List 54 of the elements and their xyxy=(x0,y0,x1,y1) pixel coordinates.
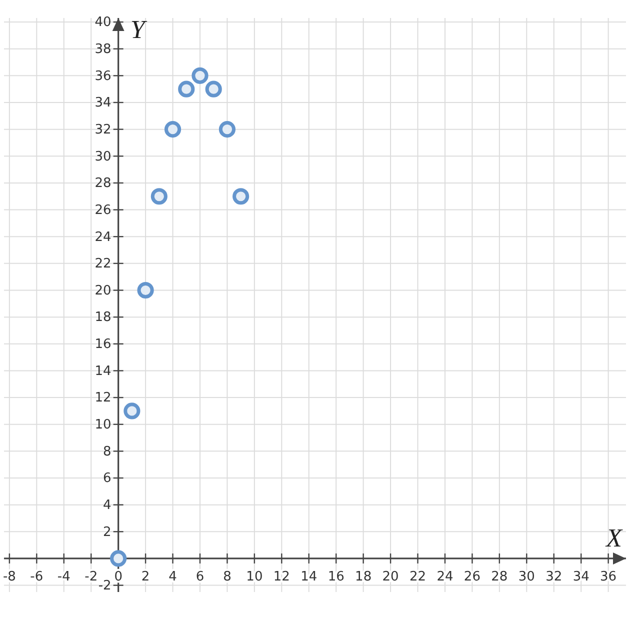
x-tick-label: -8 xyxy=(2,569,16,584)
x-tick-label: 14 xyxy=(300,569,318,584)
x-tick-label: 22 xyxy=(409,569,426,584)
point xyxy=(205,80,222,98)
y-tick-label: 4 xyxy=(103,498,112,513)
x-tick-label: 6 xyxy=(196,569,204,584)
x-tick-label: 12 xyxy=(273,569,290,584)
x-tick-label: 18 xyxy=(355,569,372,584)
x-axis-title: X xyxy=(605,523,624,552)
y-tick-label: 26 xyxy=(94,202,112,218)
x-tick-label: 30 xyxy=(518,569,535,584)
x-tick-label: 36 xyxy=(600,569,617,584)
x-tick-label: 20 xyxy=(382,569,399,584)
y-axis-title: Y xyxy=(130,15,148,44)
point xyxy=(192,67,208,84)
y-tick-label: 14 xyxy=(94,364,112,379)
y-tick-label: 32 xyxy=(94,122,112,138)
point xyxy=(137,282,154,299)
x-tick-label: 8 xyxy=(223,569,232,584)
point xyxy=(232,188,250,205)
y-tick-label: 8 xyxy=(103,444,112,460)
y-tick-label: 20 xyxy=(94,283,112,298)
point xyxy=(124,402,140,420)
x-tick-label: 34 xyxy=(572,569,590,584)
x-tick-label: -6 xyxy=(30,569,44,584)
y-tick-label: 38 xyxy=(94,42,112,58)
y-tick-label: 28 xyxy=(94,176,112,192)
y-tick-label: 36 xyxy=(94,68,112,84)
point xyxy=(150,188,168,205)
y-tick-label: 6 xyxy=(103,471,112,486)
x-tick-label: -4 xyxy=(57,569,70,584)
y-tick-label: 34 xyxy=(94,96,112,111)
point xyxy=(218,121,236,138)
y-tick-label: 16 xyxy=(94,337,112,352)
x-tick-label: 10 xyxy=(246,569,263,584)
x-tick-label: 16 xyxy=(328,569,344,584)
y-tick-label: 30 xyxy=(94,149,112,164)
point xyxy=(164,121,182,138)
point xyxy=(178,80,195,98)
x-tick-label: 2 xyxy=(141,569,150,584)
point xyxy=(110,550,127,567)
x-tick-label: -2 xyxy=(84,569,98,584)
y-tick-label: 2 xyxy=(103,524,112,540)
y-tick-label: 18 xyxy=(94,310,112,326)
x-tick-label: 32 xyxy=(546,569,562,584)
x-tick-label: 26 xyxy=(464,569,480,584)
y-tick-label: 10 xyxy=(94,418,112,433)
y-tick-label: 22 xyxy=(94,256,112,272)
y-tick-label: 40 xyxy=(94,15,112,30)
x-tick-label: 24 xyxy=(436,569,454,584)
y-tick-label: 12 xyxy=(94,390,112,406)
x-tick-label: 28 xyxy=(491,569,508,584)
y-tick-label: 24 xyxy=(94,230,112,245)
x-tick-label: 4 xyxy=(168,569,177,584)
